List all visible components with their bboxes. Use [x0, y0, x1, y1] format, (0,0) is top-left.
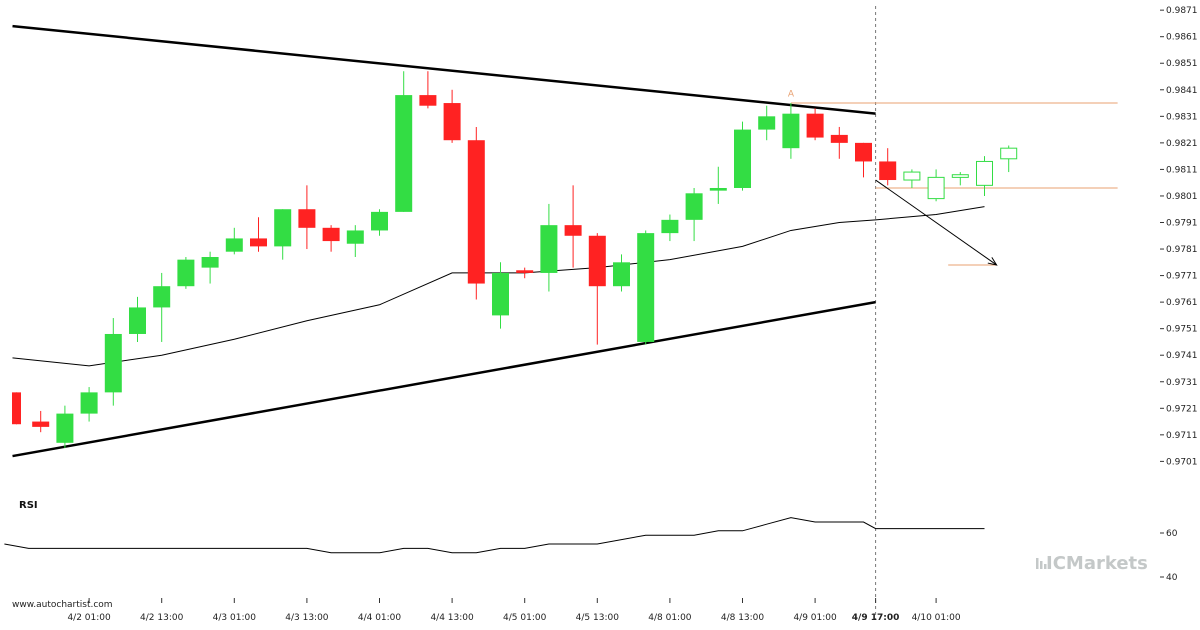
- x-tick-label: 4/3 01:00: [213, 613, 257, 623]
- y-tick-label: 0.9711: [1166, 431, 1198, 441]
- candle-body: [225, 238, 243, 252]
- candle-body: [637, 233, 655, 342]
- candle-body: [104, 333, 122, 393]
- candle-body: [540, 225, 558, 273]
- y-tick-label: 0.9811: [1166, 165, 1198, 175]
- y-tick-label: 0.9801: [1166, 192, 1198, 202]
- y-tick-label: 0.9851: [1166, 59, 1198, 69]
- candle-body: [661, 219, 679, 234]
- y-tick-label: 0.9761: [1166, 298, 1198, 308]
- x-tick-label: 4/3 13:00: [285, 613, 329, 623]
- price-panel: A: [12, 6, 1118, 620]
- y-tick-label: 0.9821: [1166, 139, 1198, 149]
- y-tick-label: 0.9831: [1166, 112, 1198, 122]
- x-tick-label: 4/4 01:00: [358, 613, 402, 623]
- rsi-title: RSI: [19, 500, 38, 511]
- candle-body: [129, 307, 146, 334]
- candle-body: [855, 142, 872, 162]
- projected-candle-body: [976, 160, 993, 186]
- axes: www.autochartist.com 0.9871 0.9861 0.9851 0…: [12, 6, 1198, 623]
- candle-body: [516, 270, 534, 273]
- y-tick-label: 0.9861: [1166, 33, 1198, 43]
- source-label: www.autochartist.com: [12, 600, 113, 610]
- channel-upper-line: [12, 24, 876, 115]
- candle-body: [250, 238, 267, 247]
- y-tick-label: 0.9731: [1166, 378, 1198, 388]
- candle-body: [467, 140, 485, 284]
- candle-body: [419, 95, 437, 106]
- rsi-tick-label: 60: [1166, 529, 1178, 539]
- x-tick-label: 4/5 01:00: [503, 613, 547, 623]
- candle-body: [32, 421, 50, 427]
- forecast-arrow-head: [987, 257, 998, 266]
- candle-body: [274, 209, 292, 247]
- moving-average-line: [12, 206, 985, 367]
- x-tick-label: 4/10 01:00: [912, 613, 961, 623]
- x-tick-label: 4/2 13:00: [140, 613, 184, 623]
- candle-body: [830, 134, 848, 143]
- candle-body: [782, 113, 800, 149]
- candle-body: [613, 262, 630, 287]
- candle-body: [56, 413, 74, 443]
- brand-logo-icon: [1036, 558, 1047, 569]
- x-tick-label: 4/5 13:00: [576, 613, 620, 623]
- y-tick-label: 0.9841: [1166, 86, 1198, 96]
- y-tick-label: 0.9781: [1166, 245, 1198, 255]
- candle-body: [395, 95, 413, 212]
- candle-body: [806, 113, 824, 138]
- candle-body: [734, 129, 751, 188]
- candle-body: [80, 392, 98, 414]
- candle-body: [346, 230, 364, 244]
- y-tick-label: 0.9701: [1166, 457, 1198, 467]
- y-tick-label: 0.9751: [1166, 325, 1198, 335]
- forecast-arrow-line: [875, 179, 997, 266]
- candle-body: [298, 209, 316, 228]
- candle-body: [153, 286, 171, 308]
- projected-candle-body: [927, 176, 945, 200]
- y-tick-label: 0.9791: [1166, 218, 1198, 228]
- pattern-point-label: A: [788, 90, 795, 100]
- y-tick-label: 0.9771: [1166, 272, 1198, 282]
- candle-body: [758, 116, 776, 130]
- x-tick-label: 4/8 13:00: [721, 613, 765, 623]
- x-tick-label: 4/9 17:00: [852, 613, 900, 623]
- channel-lower-line: [12, 300, 876, 458]
- candle-body: [201, 257, 219, 268]
- y-tick-label: 0.9871: [1166, 6, 1198, 16]
- projected-candle-body: [951, 174, 969, 178]
- candle-body: [443, 103, 461, 141]
- x-tick-label: 4/8 01:00: [648, 613, 692, 623]
- x-tick-label: 4/4 13:00: [430, 613, 474, 623]
- candle-body: [588, 235, 606, 287]
- candle-body: [371, 211, 388, 231]
- y-tick-label: 0.9721: [1166, 404, 1198, 414]
- rsi-tick-label: 40: [1166, 573, 1178, 583]
- candle-body: [12, 392, 21, 425]
- x-tick-label: 4/2 01:00: [67, 613, 111, 623]
- candle-body: [492, 272, 509, 316]
- projected-candle-body: [903, 171, 921, 181]
- y-tick-label: 0.9741: [1166, 351, 1198, 361]
- candle-body: [564, 225, 582, 236]
- projected-candle-body: [1000, 147, 1018, 160]
- x-tick-label: 4/9 01:00: [793, 613, 837, 623]
- rsi-panel: RSI: [4, 500, 985, 554]
- candle-body: [879, 161, 897, 181]
- rsi-line: [4, 517, 985, 554]
- candle-body: [322, 227, 340, 242]
- candle-body: [177, 259, 195, 287]
- candle-body: [709, 187, 727, 191]
- candle-body: [685, 193, 703, 220]
- brand-watermark: ICMarkets: [1036, 553, 1148, 574]
- brand-name: ICMarkets: [1046, 553, 1148, 574]
